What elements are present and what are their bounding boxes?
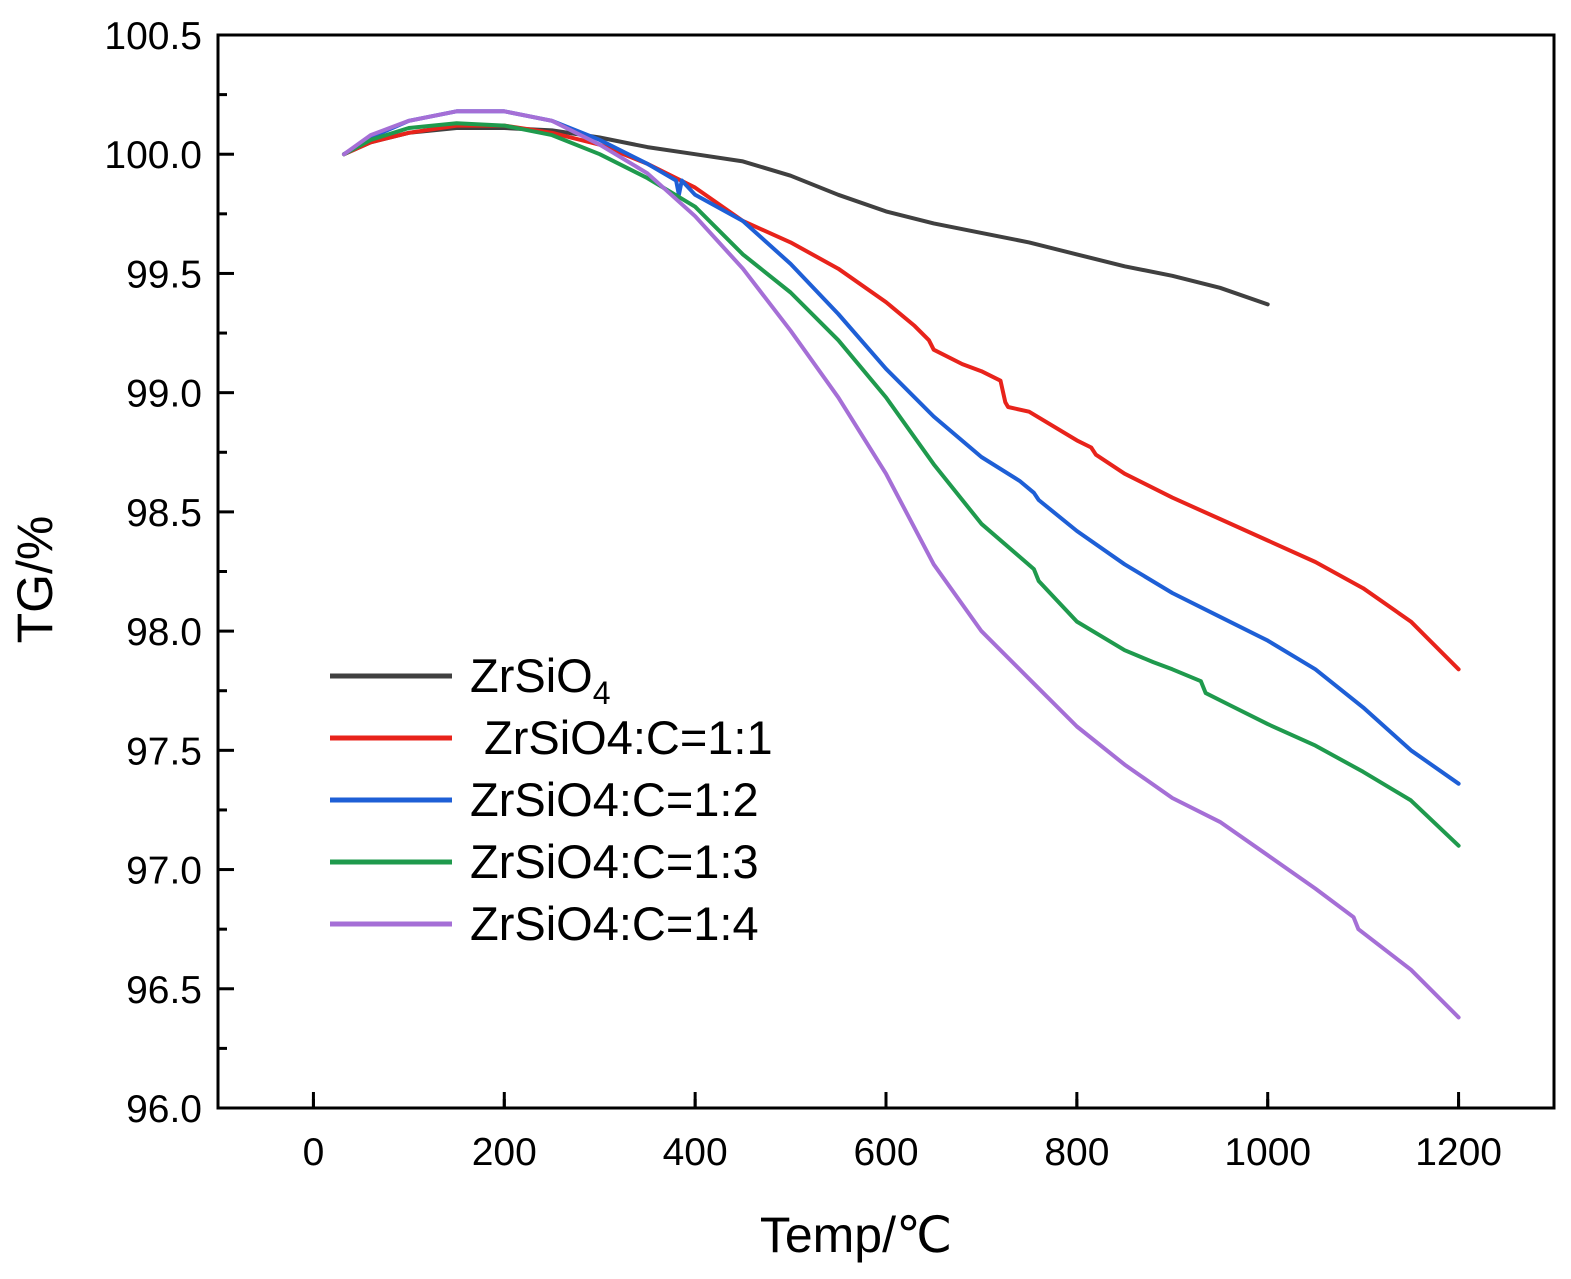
series-line-1	[342, 126, 1270, 307]
legend-label: ZrSiO4:C=1:3	[470, 835, 759, 888]
series-line-4	[342, 121, 1461, 848]
plot-frame	[216, 33, 1556, 1110]
legend-label-base: ZrSiO	[470, 649, 593, 702]
y-tick-label: 97.5	[126, 730, 202, 773]
y-tick-label: 99.5	[126, 253, 202, 296]
legend-label: ZrSiO4:C=1:2	[470, 773, 759, 826]
y-tick-label: 98.0	[126, 611, 202, 654]
y-tick-label: 100.5	[104, 15, 202, 58]
y-tick-label: 100.0	[104, 134, 202, 177]
x-tick-label: 400	[663, 1131, 728, 1174]
x-axis-title: Temp/℃	[760, 1207, 952, 1263]
legend-label: ZrSiO4:C=1:1	[484, 711, 773, 764]
y-tick-label: 96.5	[126, 969, 202, 1012]
y-axis-ticks: 96.0 96.5 97.0 97.5 98.0 98.5 99.0 99.5 100.0 100…	[104, 15, 234, 1131]
y-tick-label: 99.0	[126, 373, 202, 416]
legend-label-subscript: 4	[593, 675, 611, 711]
series-line-5	[342, 109, 1461, 1020]
x-tick-label: 1200	[1415, 1131, 1502, 1174]
x-tick-label: 200	[472, 1131, 537, 1174]
x-tick-label: 1000	[1224, 1131, 1311, 1174]
series-line-2	[342, 123, 1461, 672]
x-tick-label: 600	[853, 1131, 918, 1174]
y-tick-label: 96.0	[126, 1088, 202, 1131]
y-tick-label: 98.5	[126, 492, 202, 535]
x-tick-label: 800	[1044, 1131, 1109, 1174]
series-layer	[342, 109, 1461, 1020]
legend-label: ZrSiO4:C=1:4	[470, 897, 759, 950]
y-tick-label: 97.0	[126, 850, 202, 893]
x-tick-label: 0	[303, 1131, 325, 1174]
y-axis-title: TG/%	[7, 516, 63, 644]
x-axis-ticks: 0 200 400 600 800 1000 1200	[303, 1092, 1502, 1174]
legend-label: ZrSiO4	[470, 649, 611, 711]
